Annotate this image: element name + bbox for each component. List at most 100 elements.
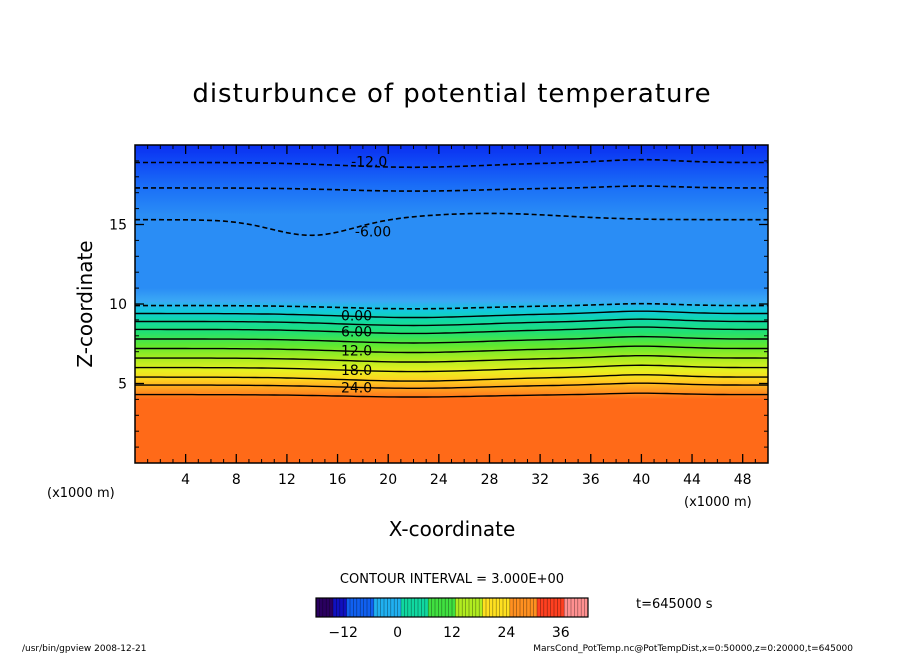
contour-line xyxy=(135,212,768,237)
colorbar-cell xyxy=(475,598,480,617)
contour-line xyxy=(135,158,768,169)
colorbar-tick-label: 36 xyxy=(552,625,570,641)
contour-line xyxy=(135,310,768,319)
colorbar-cell xyxy=(390,598,395,617)
contour-line xyxy=(135,355,768,363)
contour-line xyxy=(135,318,768,327)
time-text: t=645000 s xyxy=(636,597,713,612)
colorbar-cell xyxy=(435,598,439,617)
contour-line xyxy=(135,326,768,335)
x-tick-label: 12 xyxy=(278,472,296,488)
colorbar-cell xyxy=(360,598,364,617)
colorbar-cell xyxy=(564,598,568,617)
colorbar-cell xyxy=(414,598,419,617)
footer-left: /usr/bin/gpview 2008-12-21 xyxy=(22,644,146,654)
colorbar-cell xyxy=(567,598,572,617)
colorbar-cell xyxy=(469,598,473,617)
colorbar-cell xyxy=(404,598,409,617)
x-tick-label: 16 xyxy=(329,472,347,488)
colorbar-cell xyxy=(492,598,497,617)
contour-label: 0.00 xyxy=(341,309,372,325)
colorbar-cell xyxy=(418,598,422,617)
colorbar-cell xyxy=(448,598,453,617)
colorbar-cell xyxy=(547,598,551,617)
colorbar: −12 0 12 24 36 xyxy=(315,597,589,641)
colorbar-cell xyxy=(472,598,477,617)
colorbar-cell xyxy=(458,598,463,617)
colorbar-cell xyxy=(401,598,405,617)
y-unit-label: (x1000 m) xyxy=(47,486,115,501)
colorbar-cell xyxy=(489,598,494,617)
colorbar-cell xyxy=(316,598,320,617)
y-tick-label: 10 xyxy=(109,297,127,313)
colorbar-cell xyxy=(438,598,443,617)
colorbar-cell xyxy=(516,598,521,617)
contour-label: -12.0 xyxy=(351,154,387,170)
chart-title: disturbunce of potential temperature xyxy=(192,79,711,109)
colorbar-cell xyxy=(424,598,429,617)
colorbar-tick-label: −12 xyxy=(328,625,358,641)
colorbar-cell xyxy=(526,598,531,617)
colorbar-cell xyxy=(571,598,575,617)
colorbar-cell xyxy=(499,598,504,617)
colorbar-cell xyxy=(540,598,545,617)
x-unit-label: (x1000 m) xyxy=(684,495,752,510)
colorbar-cell xyxy=(581,598,585,617)
contour-line xyxy=(135,335,768,344)
colorbar-cell xyxy=(506,598,511,617)
colorbar-cell xyxy=(465,598,470,617)
x-tick-label: 48 xyxy=(734,472,752,488)
colorbar-cell xyxy=(356,598,361,617)
x-tick-label: 28 xyxy=(481,472,499,488)
colorbar-cell xyxy=(373,598,378,617)
colorbar-cell xyxy=(380,598,385,617)
colorbar-cell xyxy=(560,598,565,617)
x-tick-label: 32 xyxy=(531,472,549,488)
contour-line xyxy=(135,374,768,382)
colorbar-frame xyxy=(315,597,589,618)
colorbar-cell xyxy=(496,598,500,617)
contour-line xyxy=(135,364,768,373)
colorbar-cell xyxy=(394,598,398,617)
color-field xyxy=(135,145,768,463)
colorbar-cell xyxy=(428,598,432,617)
colorbar-cell xyxy=(363,598,368,617)
colorbar-cell xyxy=(421,598,426,617)
colorbar-cell xyxy=(333,598,337,617)
colorbar-cell xyxy=(431,598,436,617)
contour-label: 18.0 xyxy=(341,363,372,379)
colorbar-cell xyxy=(577,598,582,617)
contour-line xyxy=(135,392,768,398)
colorbar-cell xyxy=(445,598,449,617)
colorbar-cell xyxy=(557,598,562,617)
colorbar-cell xyxy=(482,598,487,617)
x-tick-label: 44 xyxy=(683,472,701,488)
contour-label: 12.0 xyxy=(341,344,372,360)
colorbar-cell xyxy=(319,598,324,617)
x-tick-label: 8 xyxy=(232,472,241,488)
colorbar-cell xyxy=(523,598,528,617)
y-tick-label: 5 xyxy=(118,377,127,393)
colorbar-cell xyxy=(346,598,351,617)
contour-label: 24.0 xyxy=(341,380,372,396)
colorbar-cell xyxy=(387,598,392,617)
colorbar-cell xyxy=(397,598,402,617)
colorbar-cell xyxy=(584,598,589,617)
colorbar-tick-label: 0 xyxy=(393,625,402,641)
contour-line xyxy=(135,382,768,389)
y-tick-label: 15 xyxy=(109,218,127,234)
colorbar-cell xyxy=(326,598,330,617)
x-axis-label: X-coordinate xyxy=(389,517,516,541)
colorbar-cell xyxy=(550,598,555,617)
colorbar-cell xyxy=(509,598,514,617)
colorbar-cell xyxy=(367,598,371,617)
colorbar-cell xyxy=(370,598,375,617)
colorbar-cell xyxy=(533,598,538,617)
colorbar-cell xyxy=(455,598,460,617)
colorbar-tick-label: 24 xyxy=(497,625,515,641)
colorbar-cell xyxy=(537,598,541,617)
contour-line xyxy=(135,185,768,192)
footer-right: MarsCond_PotTemp.nc@PotTempDist,x=0:5000… xyxy=(533,644,853,654)
colorbar-cell xyxy=(574,598,579,617)
colorbar-cell xyxy=(350,598,354,617)
